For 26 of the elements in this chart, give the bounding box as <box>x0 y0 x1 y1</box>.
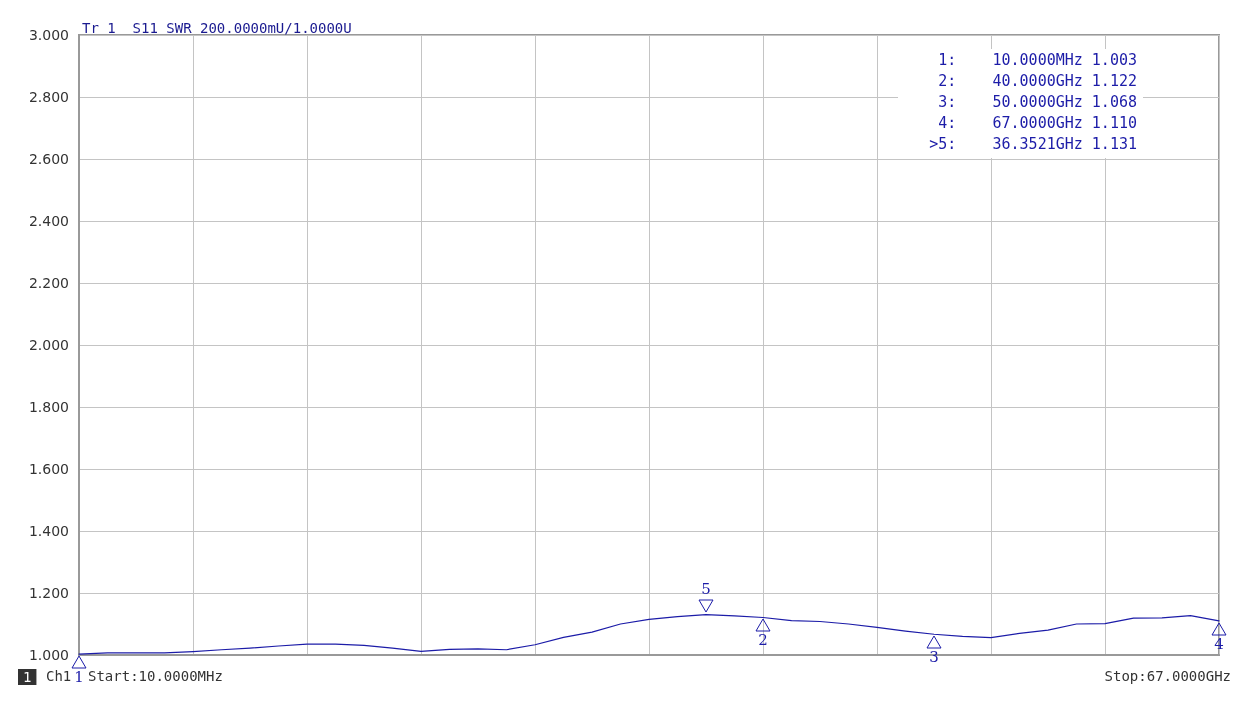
y-tick-label: 1.400 <box>28 523 69 539</box>
annotation: 3 <box>929 648 939 667</box>
text: Stop:67.0000GHz <box>1104 668 1232 684</box>
y-tick-label: 2.600 <box>28 151 69 167</box>
y-tick-label: 2.000 <box>28 337 69 353</box>
text: Start:10.0000MHz <box>88 668 223 684</box>
annotation: 4: 67.0000GHz 1.110 <box>938 113 1137 132</box>
chart-title: Tr 1 S11 SWR 200.0000mU/1.0000U <box>82 20 352 36</box>
y-tick-label: 3.000 <box>28 27 69 43</box>
annotation: 3: 50.0000GHz 1.068 <box>938 92 1137 111</box>
annotation: 2: 40.0000GHz 1.122 <box>938 71 1137 90</box>
y-tick-label: 1.800 <box>28 399 69 415</box>
annotation: 1: 10.0000MHz 1.003 <box>938 50 1137 69</box>
text: 1 <box>74 668 84 687</box>
y-tick-label: 1.000 <box>28 647 69 663</box>
y-tick-label: 1.600 <box>28 461 69 477</box>
annotation: 5 <box>701 579 711 598</box>
y-tick-label: 2.800 <box>28 89 69 105</box>
annotation: 2 <box>758 631 768 650</box>
y-tick-label: 2.200 <box>28 275 69 291</box>
y-tick-label: 1.200 <box>28 585 69 601</box>
text: Ch1 <box>46 668 72 684</box>
y-tick-label: 2.400 <box>28 213 69 229</box>
text: 1 <box>23 669 32 685</box>
annotation: 4 <box>1214 634 1224 653</box>
annotation: >5: 36.3521GHz 1.131 <box>929 134 1137 153</box>
